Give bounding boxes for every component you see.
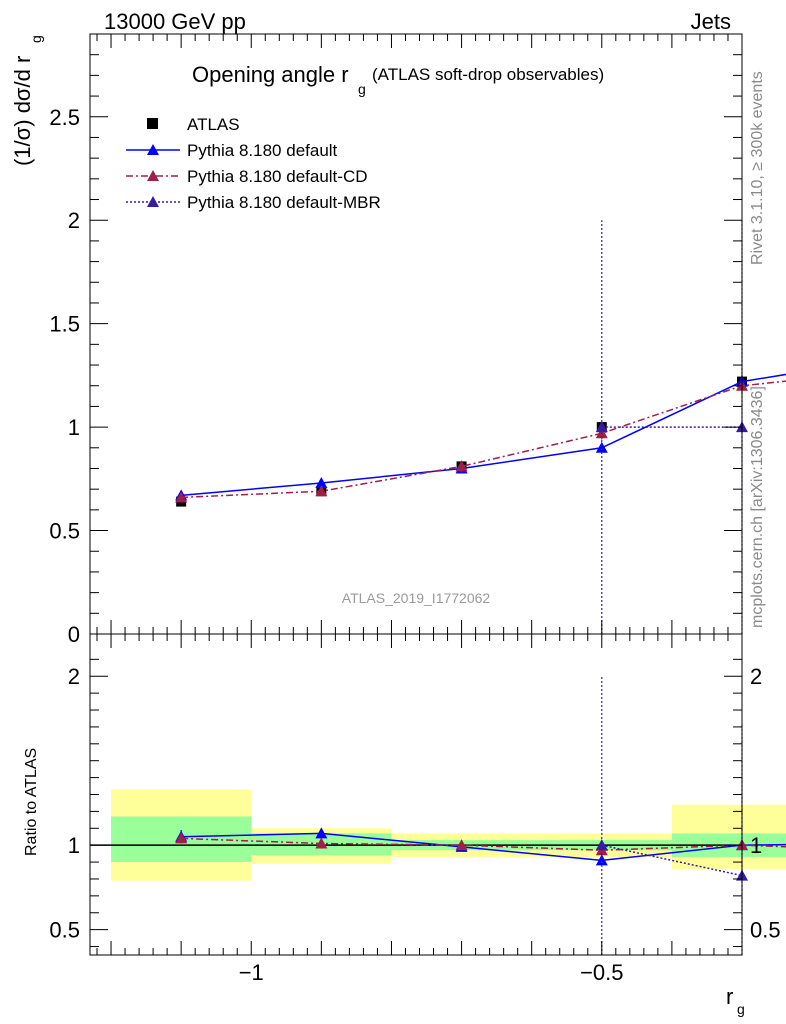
ratio-series-marker	[595, 839, 608, 851]
main-y-tick-label: 2.5	[49, 105, 80, 130]
ratio-series-marker	[315, 837, 328, 849]
legend-label: ATLAS	[187, 115, 240, 134]
main-y-tick-label: 0.5	[49, 519, 80, 544]
collision-energy-label: 13000 GeV pp	[104, 9, 246, 34]
ratio-y-tick-label-right: 2	[750, 664, 762, 689]
x-axis-label: r	[726, 984, 733, 1009]
ratio-y-axis-label: Ratio to ATLAS	[23, 748, 40, 856]
ratio-y-tick-label: 1	[68, 833, 80, 858]
series-line	[181, 380, 786, 499]
ratio-y-tick-label: 0.5	[49, 918, 80, 943]
analysis-watermark: ATLAS_2019_I1772062	[342, 590, 491, 606]
series-marker	[315, 476, 328, 488]
main-y-tick-label: 1.5	[49, 312, 80, 337]
main-y-axis-label: (1/σ) dσ/d r	[10, 56, 35, 166]
legend-label: Pythia 8.180 default-MBR	[187, 193, 381, 212]
axes: −1 −0.5 0 0.5 1 1.5 2 2.5 0.5 0.5 1 1 2 2	[49, 33, 781, 985]
series-marker	[595, 441, 608, 453]
ratio-y-tick-label-right: 1	[750, 833, 762, 858]
ratio-series-marker	[315, 827, 328, 839]
legend-marker-atlas	[147, 118, 158, 129]
legend-marker	[147, 144, 159, 155]
main-y-tick-label: 1	[68, 415, 80, 440]
x-tick-label: −1	[239, 960, 264, 985]
legend-marker	[147, 196, 159, 207]
ratio-series-line	[181, 837, 786, 852]
ratio-uncertainty-bands	[90, 789, 786, 881]
legend-marker	[147, 170, 159, 181]
x-axis-label-subscript: g	[737, 1001, 745, 1017]
x-tick-label: −0.5	[580, 960, 623, 985]
series-marker	[455, 460, 468, 472]
legend-label: Pythia 8.180 default	[187, 141, 338, 160]
ratio-y-tick-label-right: 0.5	[750, 918, 781, 943]
process-label: Jets	[691, 9, 731, 34]
chart-title: Opening angle r	[192, 62, 349, 87]
main-panel-marks	[175, 220, 786, 634]
ratio-y-tick-label: 2	[68, 664, 80, 689]
main-y-axis-label-subscript: g	[28, 35, 44, 43]
mcplots-label: mcplots.cern.ch [arXiv:1306.3436]	[749, 386, 766, 628]
legend: ATLAS Pythia 8.180 default Pythia 8.180 de…	[126, 115, 381, 212]
series-marker	[175, 491, 188, 503]
ratio-series-marker	[595, 854, 608, 866]
ratio-series-marker	[455, 839, 468, 851]
series-marker	[595, 421, 608, 433]
ratio-series-marker	[175, 832, 188, 844]
chart-title-suffix: (ATLAS soft-drop observables)	[372, 65, 604, 84]
chart-title-subscript: g	[358, 81, 366, 97]
main-y-tick-label: 2	[68, 208, 80, 233]
series-line	[181, 373, 786, 497]
ratio-series-line	[181, 832, 786, 862]
legend-label: Pythia 8.180 default-CD	[187, 167, 368, 186]
series-marker	[315, 485, 328, 497]
rivet-version-label: Rivet 3.1.10, ≥ 300k events	[749, 71, 766, 265]
main-y-tick-label: 0	[68, 622, 80, 647]
